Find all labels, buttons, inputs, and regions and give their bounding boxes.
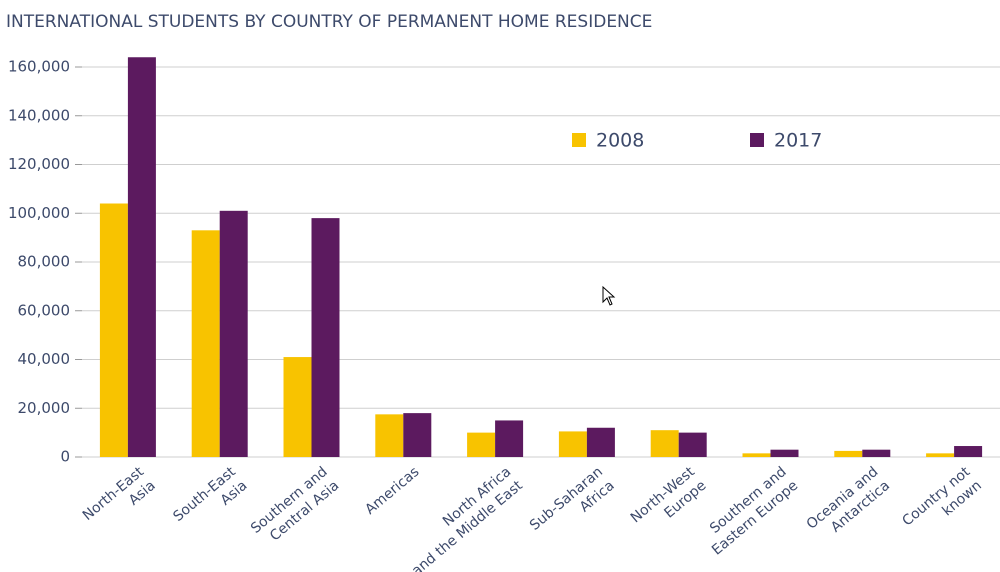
bar — [219, 210, 248, 457]
y-tick-label: 120,000 — [8, 155, 70, 173]
bar — [586, 427, 615, 457]
y-tick-label: 60,000 — [18, 301, 71, 319]
y-tick-label: 80,000 — [18, 253, 71, 271]
bar — [311, 218, 340, 457]
y-tick-label: 0 — [60, 448, 70, 466]
y-tick-label: 40,000 — [18, 350, 71, 368]
bar — [558, 431, 587, 457]
bar — [650, 430, 679, 457]
bar — [862, 449, 891, 457]
bar — [926, 453, 955, 457]
bar — [495, 420, 524, 457]
y-tick-label: 100,000 — [8, 204, 70, 222]
bar — [191, 230, 220, 457]
bar — [99, 203, 128, 457]
bar — [283, 357, 312, 457]
y-tick-label: 20,000 — [18, 399, 71, 417]
y-tick-label: 160,000 — [8, 58, 70, 76]
bar — [127, 57, 156, 457]
bar — [403, 413, 432, 457]
legend-label: 2017 — [774, 130, 822, 152]
chart-title: INTERNATIONAL STUDENTS BY COUNTRY OF PER… — [6, 12, 652, 32]
bar — [375, 414, 404, 457]
bar — [678, 432, 707, 457]
legend-label: 2008 — [596, 130, 644, 152]
legend-swatch — [750, 133, 764, 147]
x-tick-label-group: Americas — [362, 464, 422, 518]
bar — [954, 446, 983, 457]
x-tick-label: Americas — [362, 464, 422, 518]
bar — [467, 432, 496, 457]
y-tick-label: 140,000 — [8, 106, 70, 124]
x-tick-label: and the Middle East — [409, 477, 526, 572]
bar — [770, 449, 799, 457]
bar — [742, 453, 771, 457]
legend-swatch — [572, 133, 586, 147]
bar — [834, 450, 863, 457]
cursor — [602, 285, 616, 306]
